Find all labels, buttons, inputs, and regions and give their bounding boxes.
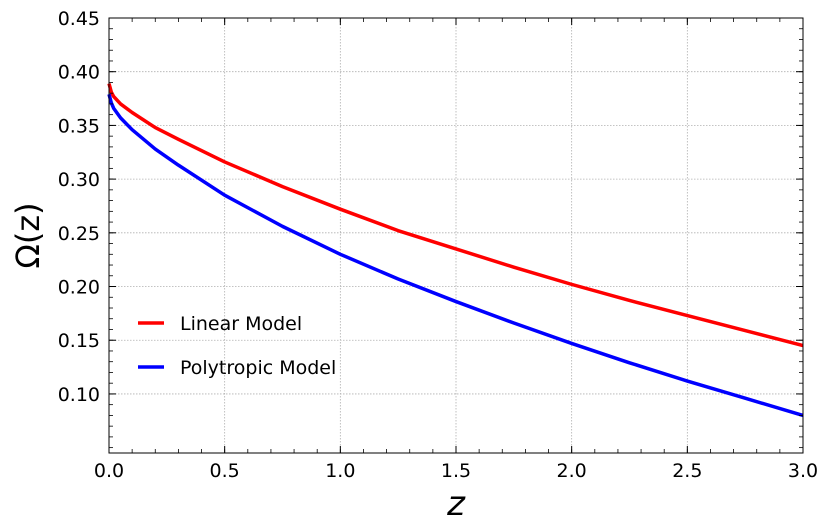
tick-labels: 0.0 0.5 1.0 1.5 2.0 2.5 3.0 0.10 0.15 0.20 0.25 0.3…: [58, 8, 818, 482]
y-tick-label: 0.35: [58, 115, 100, 137]
y-tick-label: 0.15: [58, 330, 100, 352]
x-tick-label: 0.5: [210, 460, 240, 482]
x-tick-label: 1.5: [441, 460, 471, 482]
y-tick-label: 0.20: [58, 277, 100, 299]
x-tick-label: 3.0: [788, 460, 818, 482]
series-lines: [107, 83, 804, 418]
ticks: [108, 17, 804, 453]
y-tick-label: 0.10: [58, 384, 100, 406]
x-axis-title: z: [446, 484, 466, 524]
y-tick-label: 0.45: [58, 8, 100, 30]
series-line-polytropic-model: [107, 93, 804, 418]
y-axis-title: Ω(z): [9, 202, 47, 268]
x-tick-label: 2.0: [557, 460, 587, 482]
series-line-linear-model: [107, 83, 804, 348]
legend-label: Linear Model: [180, 313, 302, 335]
legend: Linear Model Polytropic Model: [138, 313, 336, 379]
x-tick-label: 2.5: [672, 460, 702, 482]
y-tick-label: 0.25: [58, 223, 100, 245]
plot-frame: [108, 17, 804, 454]
x-tick-label: 0.0: [94, 460, 124, 482]
x-tick-label: 1.0: [325, 460, 355, 482]
y-tick-label: 0.40: [58, 62, 100, 84]
legend-label: Polytropic Model: [180, 357, 336, 379]
y-tick-label: 0.30: [58, 169, 100, 191]
